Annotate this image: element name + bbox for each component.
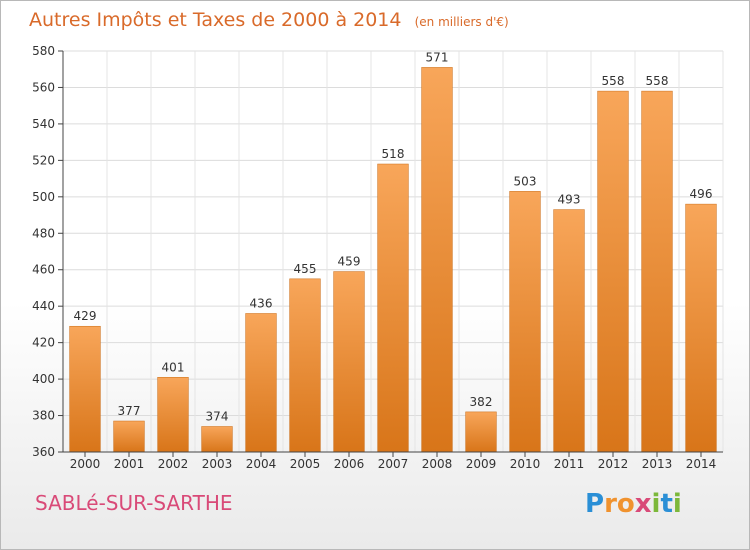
data-label-2012: 558	[602, 74, 625, 88]
y-tick-label: 420	[32, 336, 55, 350]
logo-letter: i	[651, 489, 661, 519]
data-label-2000: 429	[74, 309, 97, 323]
data-label-2008: 571	[426, 50, 449, 64]
data-label-2002: 401	[162, 360, 185, 374]
y-tick-label: 560	[32, 80, 55, 94]
y-tick-label: 480	[32, 226, 55, 240]
x-tick-label: 2005	[290, 457, 321, 471]
data-label-2014: 496	[690, 187, 713, 201]
logo-letter: r	[604, 489, 617, 519]
axes: 360 380 400 420 440 460 480 500 520 540 560 580 2000…	[32, 44, 723, 471]
data-label-2013: 558	[646, 74, 669, 88]
bar-2002	[157, 377, 189, 453]
x-tick-label: 2007	[378, 457, 409, 471]
bar-2011	[553, 209, 585, 453]
x-tick-label: 2006	[334, 457, 365, 471]
bar-2014	[685, 203, 717, 453]
bars: 429 377 401 374 436 455 459 518 571 382 503 493 558 5…	[69, 50, 717, 453]
data-label-2006: 459	[338, 255, 361, 269]
y-tick-label: 400	[32, 372, 55, 386]
logo-letter: o	[616, 489, 635, 519]
x-tick-label: 2008	[422, 457, 453, 471]
y-tick-label: 520	[32, 153, 55, 167]
data-label-2003: 374	[206, 409, 229, 423]
bar-2012	[597, 90, 629, 453]
bar-2009	[465, 411, 497, 453]
x-tick-label: 2000	[70, 457, 101, 471]
y-tick-label: 500	[32, 190, 55, 204]
x-tick-label: 2011	[554, 457, 585, 471]
chart-title-unit: (en milliers d'€)	[415, 15, 509, 29]
data-label-2009: 382	[470, 395, 493, 409]
x-tick-label: 2013	[642, 457, 673, 471]
logo-letter: i	[672, 489, 682, 519]
bar-2003	[201, 426, 233, 453]
bar-2000	[69, 325, 101, 453]
chart-title-main: Autres Impôts et Taxes de 2000 à 2014	[29, 9, 402, 31]
x-tick-label: 2002	[158, 457, 189, 471]
bar-2007	[377, 163, 409, 453]
proxiti-logo: Proxiti	[585, 489, 682, 519]
x-tick-label: 2001	[114, 457, 145, 471]
data-label-2011: 493	[558, 193, 581, 207]
y-tick-label: 440	[32, 299, 55, 313]
chart-title: Autres Impôts et Taxes de 2000 à 2014 (e…	[29, 9, 509, 31]
y-tick-label: 540	[32, 117, 55, 131]
y-tick-label: 460	[32, 263, 55, 277]
logo-letter: P	[585, 489, 605, 519]
commune-name: SABLé-SUR-SARTHE	[35, 491, 233, 515]
y-tick-label: 380	[32, 409, 55, 423]
bar-2010	[509, 191, 541, 453]
x-tick-label: 2009	[466, 457, 497, 471]
bar-2004	[245, 313, 277, 453]
logo-letter: t	[660, 489, 673, 519]
bar-2013	[641, 90, 673, 453]
x-tick-label: 2012	[598, 457, 629, 471]
x-tick-label: 2004	[246, 457, 277, 471]
data-label-2004: 436	[250, 296, 273, 310]
x-tick-label: 2010	[510, 457, 541, 471]
bar-2006	[333, 271, 365, 453]
bar-2001	[113, 420, 145, 453]
x-tick-label: 2003	[202, 457, 233, 471]
data-label-2010: 503	[514, 174, 537, 188]
data-label-2005: 455	[294, 262, 317, 276]
y-tick-label: 360	[32, 445, 55, 459]
data-label-2007: 518	[382, 147, 405, 161]
logo-letter: x	[634, 489, 652, 519]
bar-2008	[421, 67, 453, 453]
data-label-2001: 377	[118, 404, 141, 418]
y-tick-label: 580	[32, 44, 55, 58]
bar-2005	[289, 278, 321, 453]
x-tick-label: 2014	[686, 457, 717, 471]
